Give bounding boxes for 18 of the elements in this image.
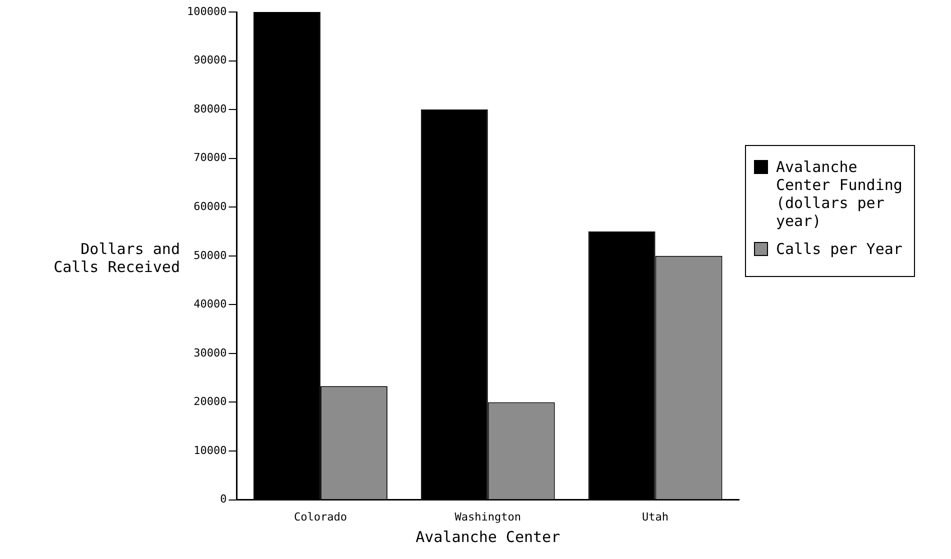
- y-tick-label: 90000: [194, 54, 227, 67]
- y-tick-label: 50000: [194, 248, 227, 262]
- y-tick-label: 60000: [194, 200, 227, 213]
- x-tick-label: Washington: [454, 510, 521, 524]
- y-tick-label: 10000: [194, 444, 227, 457]
- legend-label: Avalanche Center Funding (dollars per year): [776, 158, 904, 230]
- y-tick-label: 40000: [194, 298, 227, 311]
- y-tick-label: 70000: [194, 151, 227, 164]
- y-axis-title: Dollars and Calls Received: [52, 240, 180, 276]
- y-tick-label: 80000: [194, 102, 227, 116]
- y-tick-label: 20000: [194, 395, 227, 408]
- x-tick-label: Colorado: [294, 510, 347, 524]
- legend-label: Calls per Year: [776, 240, 902, 258]
- x-tick-label: Utah: [642, 510, 669, 524]
- y-tick-label: 30000: [194, 346, 227, 360]
- y-tick-label: 0: [220, 492, 227, 506]
- y-tick-label: 100000: [186, 4, 227, 18]
- x-axis-title: Avalanche Center: [416, 528, 560, 546]
